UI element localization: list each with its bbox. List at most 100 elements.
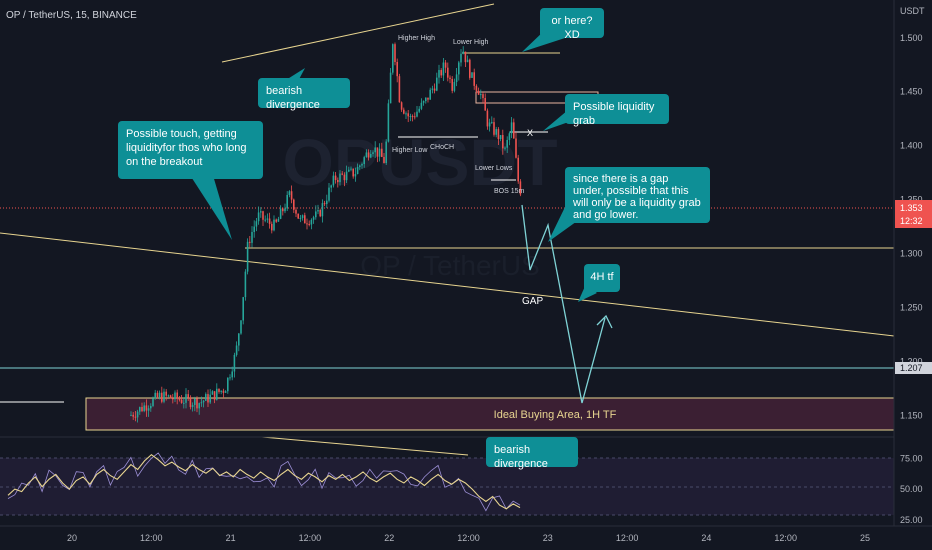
candle-body — [255, 221, 258, 227]
candle-body — [506, 139, 508, 148]
candle-body — [482, 94, 484, 99]
candle-body — [284, 208, 286, 212]
candle-body — [416, 111, 418, 117]
candle-body — [191, 404, 194, 408]
candle-body — [216, 388, 218, 400]
candle-body — [299, 217, 302, 219]
candle-body — [132, 414, 134, 417]
candle-body — [262, 211, 264, 220]
candle-body — [464, 51, 467, 63]
candle-body — [400, 102, 403, 110]
candle-body — [161, 392, 163, 402]
candle-body — [343, 174, 346, 181]
candle-body — [207, 394, 209, 403]
candle-body — [130, 414, 132, 416]
candle-body — [158, 392, 161, 398]
candle-body — [279, 208, 282, 219]
price-tick-4: 1.300 — [900, 249, 923, 259]
pointer-4h — [578, 284, 597, 302]
callout-gap-note: since there is a gap under, possible tha… — [565, 167, 710, 223]
label-bos: BOS 15m — [494, 188, 525, 195]
candle-body — [345, 171, 348, 181]
candle-body — [167, 395, 170, 397]
candle-body — [187, 394, 189, 398]
candle-body — [183, 402, 185, 404]
label-lower-lows: Lower Lows — [475, 165, 513, 172]
price-tick-3: 1.350 — [900, 195, 923, 205]
callout-touch: Possible touch, getting liquidityfor tho… — [118, 121, 263, 179]
candle-body — [502, 135, 504, 149]
candle-body — [150, 405, 152, 409]
candle-body — [224, 391, 227, 393]
candle-body — [264, 219, 266, 221]
time-tick-8: 24 — [701, 533, 711, 543]
candle-body — [211, 391, 214, 395]
projected-arrow-head — [596, 314, 613, 329]
candle-body — [242, 297, 244, 321]
candle-body — [312, 217, 315, 220]
time-tick-4: 22 — [384, 533, 394, 543]
candle-body — [356, 167, 359, 174]
candle-body — [209, 394, 211, 403]
candle-body — [273, 219, 275, 231]
candle-body — [370, 153, 372, 158]
candle-body — [519, 181, 522, 195]
candle-body — [394, 44, 396, 63]
candle-body — [332, 175, 335, 186]
axis-unit: USDT — [900, 6, 925, 16]
projected-path — [521, 204, 606, 404]
candle-body — [374, 147, 376, 153]
candle-body — [513, 122, 515, 139]
candle-body — [440, 70, 442, 76]
divergence-trendline-rsi — [261, 436, 469, 456]
candle-body — [233, 354, 236, 372]
candle-body — [229, 377, 231, 379]
candle-body — [189, 397, 192, 408]
time-axis-ticks: 20 12:00 21 12:00 22 12:00 23 12:00 24 12:00 25 — [67, 533, 870, 543]
candle-body — [222, 390, 225, 393]
candle-body — [429, 89, 431, 100]
candle-body — [339, 173, 341, 183]
candle-body — [297, 213, 299, 219]
candle-body — [310, 219, 313, 225]
candle-body — [392, 44, 394, 73]
callout-divergence-top: bearish divergence — [258, 78, 350, 111]
candle-body — [471, 72, 473, 78]
candle-body — [491, 122, 493, 124]
candle-body — [427, 97, 429, 100]
candle-body — [220, 390, 222, 392]
candle-body — [136, 411, 139, 418]
candle-body — [205, 394, 207, 401]
label-gap: GAP — [522, 296, 543, 307]
level-price-value: 1.207 — [900, 363, 923, 373]
candle-body — [398, 76, 401, 103]
candle-body — [387, 103, 390, 142]
candle-body — [180, 399, 183, 403]
candle-body — [145, 405, 148, 411]
label-higher-low: Higher Low — [392, 147, 428, 154]
price-tick-6: 1.200 — [900, 356, 923, 366]
level-price-tag — [895, 362, 932, 374]
callout-liquidity-grab: Possible liquidity grab — [565, 94, 669, 127]
candle-body — [240, 320, 242, 334]
candle-body — [436, 77, 438, 91]
candle-body — [425, 97, 427, 102]
candle-body — [202, 400, 205, 403]
candle-body — [466, 59, 469, 63]
candle-body — [376, 147, 379, 157]
candle-body — [301, 215, 304, 218]
long-trendline — [0, 232, 895, 337]
candle-body — [172, 398, 174, 400]
label-choch: CHoCH — [430, 144, 454, 151]
candle-body — [178, 398, 181, 400]
candle-body — [319, 210, 321, 217]
time-tick-10: 25 — [860, 533, 870, 543]
candle-body — [282, 208, 284, 212]
candle-body — [449, 77, 451, 79]
time-axis-bg — [0, 526, 932, 550]
candle-body — [337, 180, 339, 183]
divergence-trendline-top — [221, 3, 495, 63]
candle-body — [475, 85, 478, 91]
candle-body — [308, 223, 310, 225]
